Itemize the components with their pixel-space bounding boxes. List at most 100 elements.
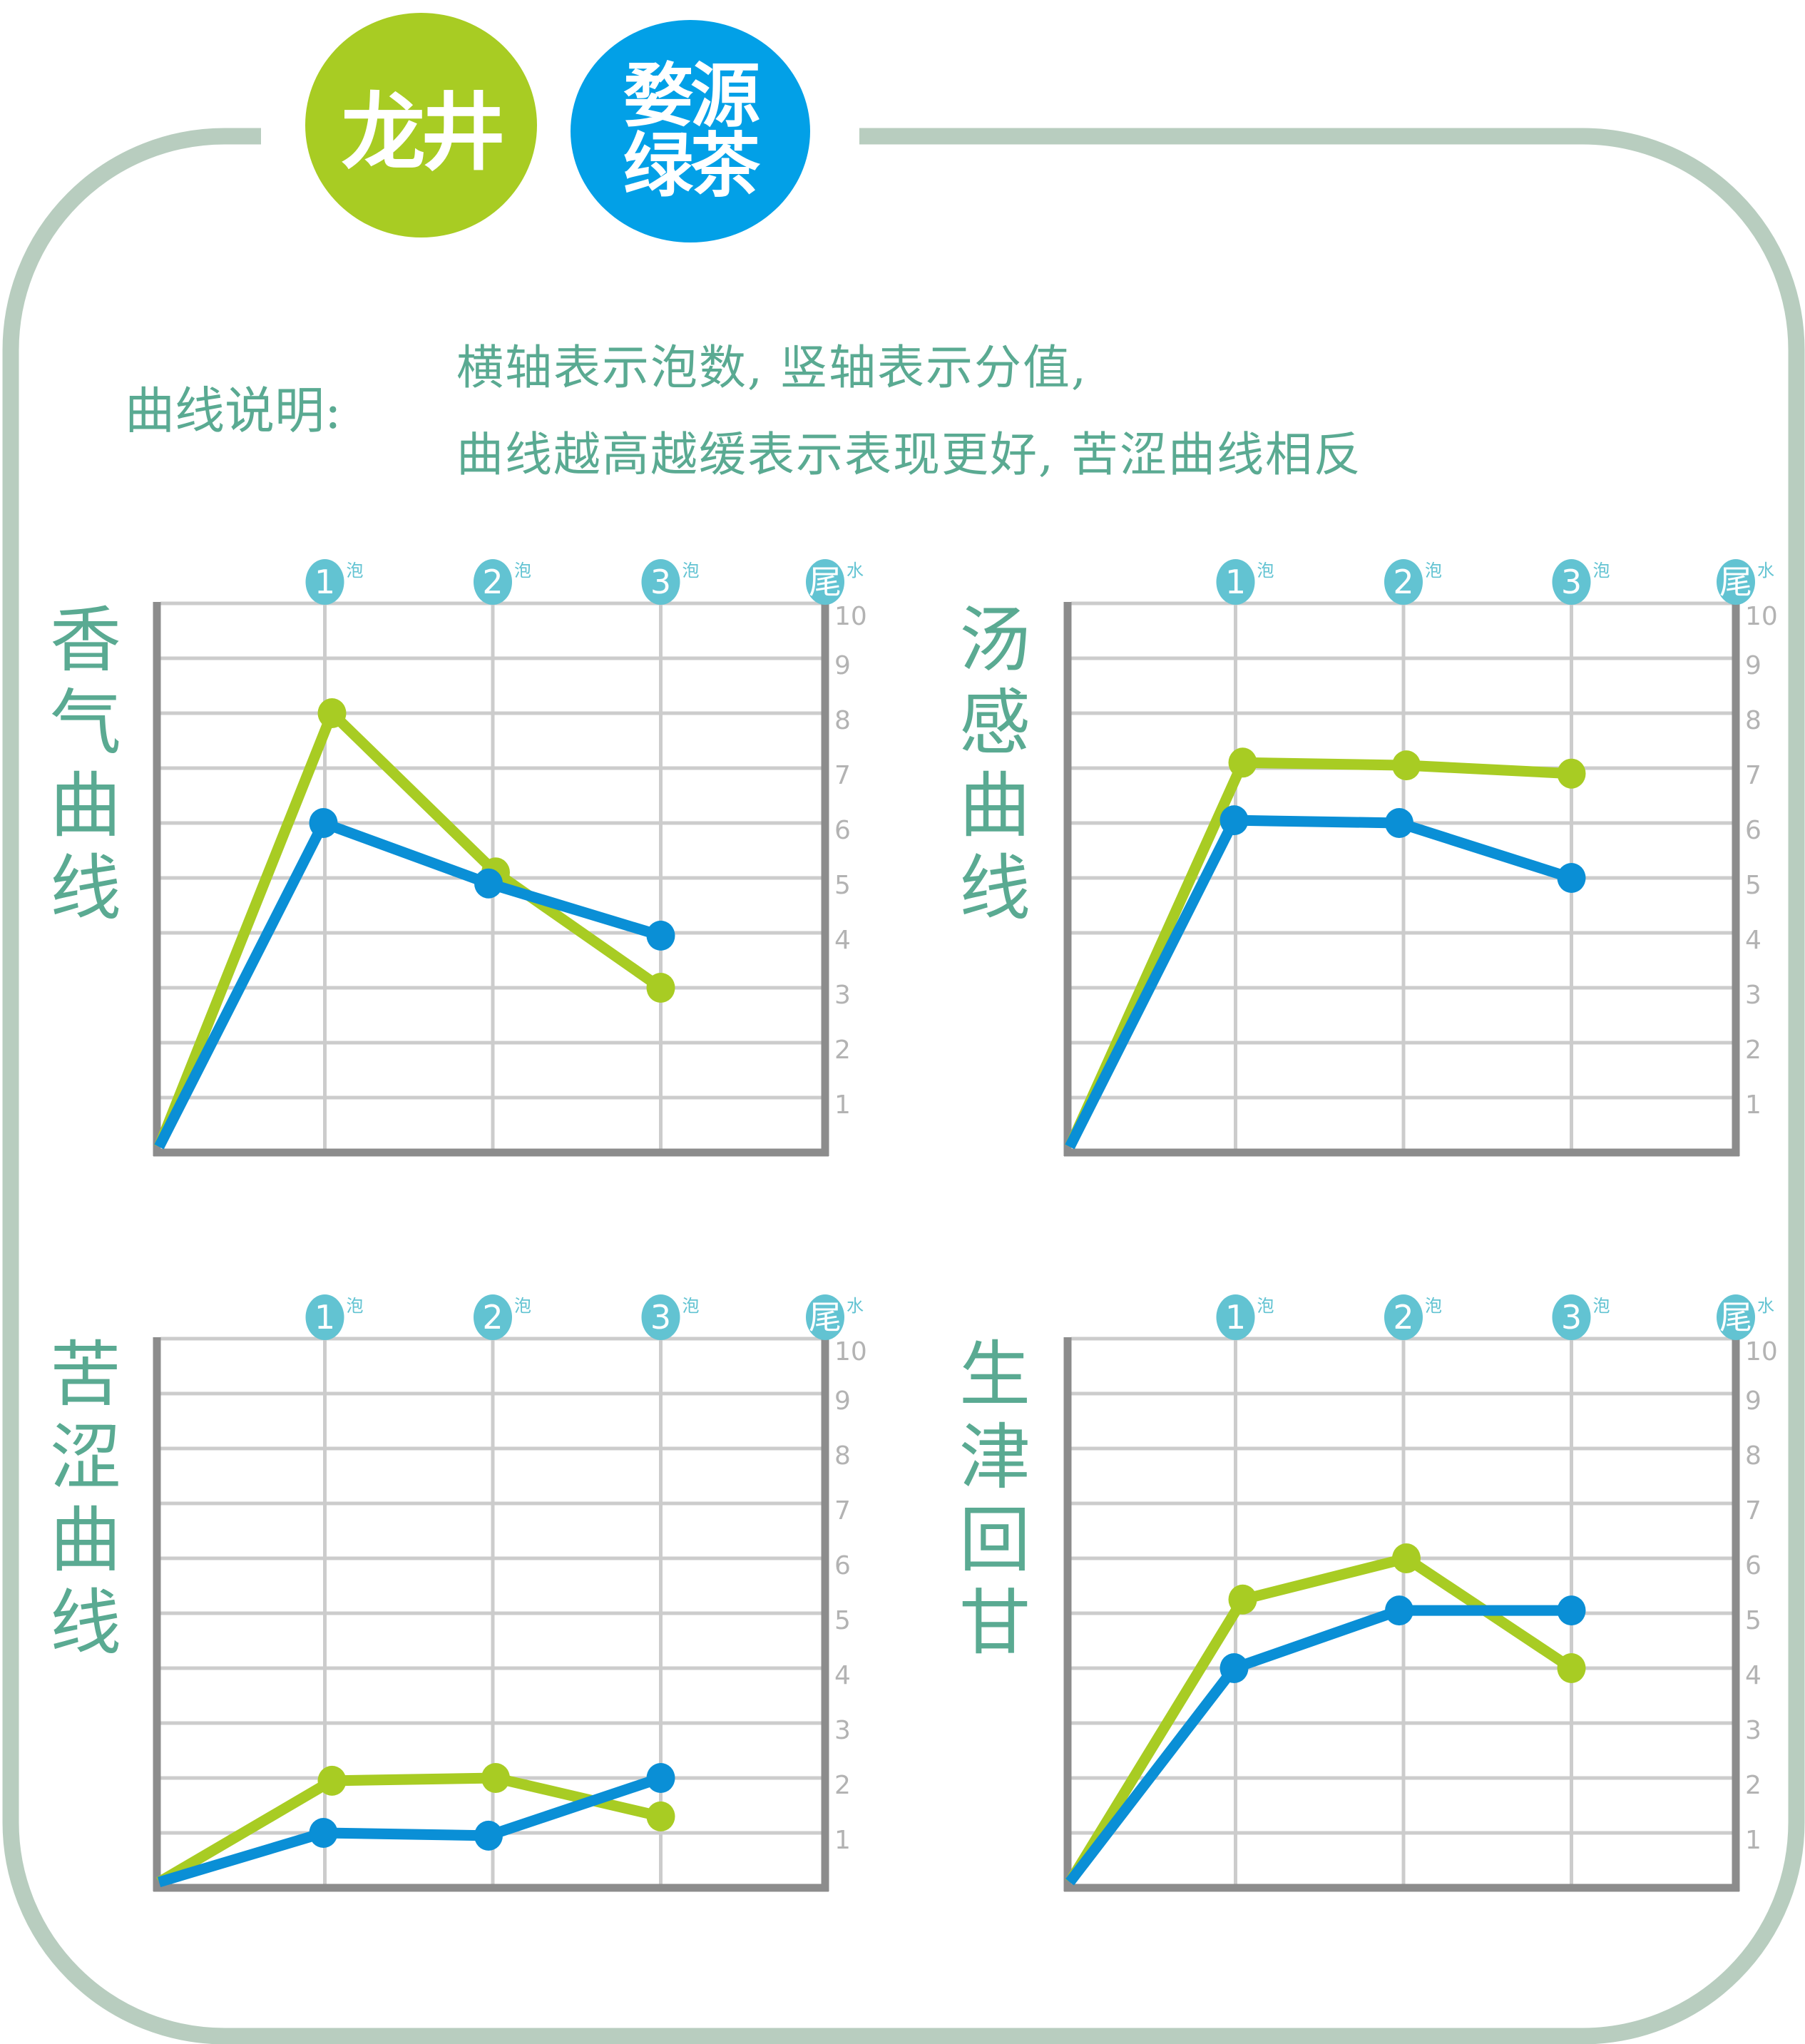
data-point	[474, 868, 503, 899]
infusion-marker: 尾水	[806, 1294, 864, 1340]
infusion-marker: 尾水	[1717, 559, 1774, 605]
y-tick-label: 10	[1745, 602, 1778, 631]
data-point	[1557, 863, 1586, 893]
chart-title-char: 汤	[959, 598, 1031, 682]
infusion-number: 1	[315, 563, 335, 601]
grid	[1071, 601, 1732, 1153]
badge-longjing-label: 龙井	[341, 83, 505, 182]
infusion-marker-circle	[641, 559, 680, 605]
infusion-suffix: 泡	[1257, 1296, 1274, 1316]
infusion-marker-circle	[1384, 1294, 1423, 1340]
infusion-marker-circle	[1552, 559, 1591, 605]
y-tick-label: 8	[834, 1441, 851, 1471]
chart-aftertaste: 109876543211 泡 2 泡 3 泡尾水	[1063, 1294, 1778, 1892]
y-tick-label: 6	[834, 1551, 851, 1580]
infusion-suffix: 泡	[514, 561, 531, 581]
y-tick-label: 10	[834, 1337, 867, 1366]
data-point	[646, 1763, 675, 1793]
y-tick-label: 7	[834, 761, 851, 790]
infusion-number: 3	[1561, 563, 1582, 601]
infusion-suffix: 泡	[347, 1296, 364, 1316]
infusion-suffix: 泡	[1425, 1296, 1442, 1316]
data-point	[1557, 1653, 1586, 1683]
data-point	[309, 808, 338, 838]
y-tick-label: 3	[834, 1716, 851, 1745]
y-tick-label: 1	[1745, 1826, 1761, 1855]
chart-title-char: 回	[959, 1498, 1031, 1582]
infusion-suffix: 水	[1757, 1296, 1774, 1316]
y-tick-label: 9	[834, 1386, 851, 1416]
legend-line-2: 曲线越高越缓表示表现更好, 苦涩曲线相反	[456, 427, 1362, 482]
infusion-number: 3	[650, 1298, 671, 1337]
chart-mouthfeel: 109876543211 泡 2 泡 3 泡尾水	[1063, 559, 1778, 1157]
y-tick-label: 5	[834, 1606, 851, 1635]
y-tick-label: 8	[834, 706, 851, 735]
y-tick-label: 1	[834, 1090, 851, 1120]
data-point	[317, 1765, 347, 1796]
infusion-marker-circle	[474, 1294, 512, 1340]
infusion-suffix: 水	[847, 561, 864, 581]
data-point	[474, 1820, 503, 1851]
data-point	[646, 920, 675, 951]
infusion-marker-circle	[1216, 559, 1255, 605]
y-tick-label: 2	[1745, 1771, 1761, 1800]
infusion-number: 3	[650, 563, 671, 601]
chart-title-char: 线	[50, 847, 121, 930]
data-point	[1385, 808, 1413, 838]
chart-title-char: 涩	[50, 1416, 121, 1499]
data-point	[1219, 1653, 1249, 1683]
data-point	[1228, 747, 1257, 778]
badge-wuyuan-line2: 绿茶	[623, 126, 760, 207]
y-tick-label: 6	[834, 816, 851, 845]
grid	[160, 1337, 822, 1888]
infusion-number: 1	[315, 1298, 335, 1337]
y-tick-label: 4	[834, 1661, 851, 1690]
infusion-suffix: 水	[1757, 561, 1774, 581]
y-tick-label: 9	[834, 651, 851, 680]
chart-title-char: 感	[959, 681, 1031, 765]
chart-title-char: 生	[959, 1333, 1031, 1416]
chart-aroma: 109876543211 泡 2 泡 3 泡尾水	[153, 559, 867, 1157]
y-tick-label: 10	[1745, 1337, 1778, 1366]
chart-title-char: 香	[50, 598, 121, 682]
y-tick-label: 5	[1745, 1606, 1761, 1635]
chart-title-char: 苦	[50, 1333, 121, 1416]
y-tick-label: 9	[1745, 651, 1761, 680]
infusion-number: 2	[1393, 1298, 1413, 1337]
infusion-number: 尾	[1719, 563, 1752, 601]
series-line	[157, 1772, 663, 1888]
y-tick-label: 4	[834, 926, 851, 955]
y-tick-label: 5	[834, 871, 851, 900]
infusion-number: 尾	[809, 563, 842, 601]
series-longjing	[156, 1763, 675, 1887]
chart-title-char: 曲	[50, 764, 121, 847]
legend-label: 曲线说明:	[125, 382, 342, 440]
infusion-suffix: 泡	[682, 1296, 700, 1316]
infusion-marker: 尾水	[1717, 1294, 1774, 1340]
y-tick-label: 3	[1745, 981, 1761, 1010]
y-tick-label: 8	[1745, 1441, 1761, 1471]
infusion-suffix: 泡	[682, 561, 700, 581]
series-longjing	[154, 698, 675, 1149]
data-point	[1557, 1595, 1586, 1626]
infusion-suffix: 泡	[1593, 561, 1610, 581]
y-tick-label: 6	[1745, 816, 1761, 845]
legend-line-1: 横轴表示泡数, 竖轴表示分值,	[456, 340, 1088, 395]
series-line	[1065, 814, 1573, 1150]
series-line	[154, 707, 664, 1149]
y-tick-label: 7	[1745, 761, 1761, 790]
y-tick-label: 7	[834, 1496, 851, 1526]
infusion-marker-circle	[1717, 1294, 1755, 1340]
y-tick-label: 3	[834, 981, 851, 1010]
chart-title-char: 甘	[959, 1581, 1031, 1665]
infusion-number: 尾	[809, 1298, 842, 1337]
chart-title-aroma: 香气曲线	[36, 599, 135, 930]
badge-wuyuan: 婺源 绿茶	[571, 20, 810, 242]
infusion-marker-circle	[641, 1294, 680, 1340]
chart-title-bitterness: 苦涩曲线	[36, 1334, 135, 1665]
data-point	[481, 1763, 510, 1793]
